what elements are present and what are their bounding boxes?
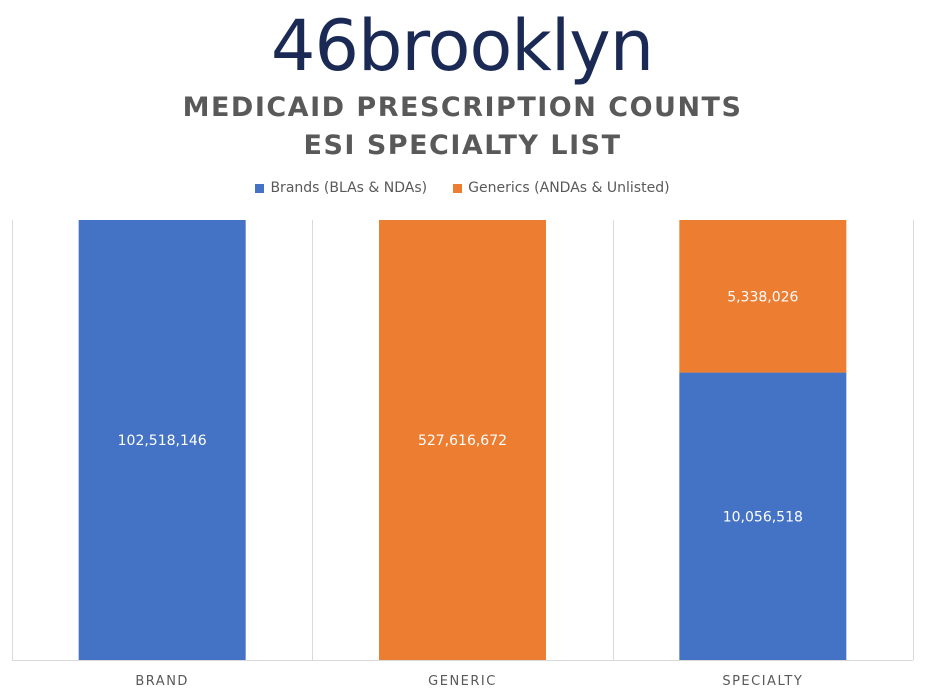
- data-label-generic-generics: 527,616,672: [418, 433, 507, 449]
- legend-swatch-generics: [453, 183, 463, 193]
- chart-title-line-2: ESI SPECIALTY LIST: [303, 130, 622, 161]
- logo-text: 46brooklyn: [271, 5, 653, 87]
- x-tick-label-brand: BRAND: [135, 674, 189, 689]
- legend-item-generics: Generics (ANDAs & Unlisted): [453, 180, 670, 196]
- x-tick-label-generic: GENERIC: [428, 674, 497, 689]
- bar-specialty-generics: [679, 220, 847, 373]
- data-label-specialty-brands: 10,056,518: [723, 509, 803, 525]
- chart-title-line-1: MEDICAID PRESCRIPTION COUNTS: [182, 92, 743, 123]
- x-tick-label-specialty: SPECIALTY: [722, 674, 803, 689]
- data-label-specialty-generics: 5,338,026: [727, 289, 798, 305]
- brand-logo-graphic: 46brooklyn: [271, 5, 654, 87]
- legend-label-brands: Brands (BLAs & NDAs): [270, 180, 428, 196]
- bar-generic-generics: [379, 220, 546, 660]
- legend-item-brands: Brands (BLAs & NDAs): [255, 180, 427, 196]
- data-label-brand-brands: 102,518,146: [118, 433, 207, 449]
- bar-specialty-brands: [679, 372, 847, 660]
- bar-brand-brands: [78, 220, 246, 660]
- legend-swatch-brands: [255, 183, 265, 193]
- chart-legend: Brands (BLAs & NDAs) Generics (ANDAs & U…: [0, 180, 925, 196]
- legend-label-generics: Generics (ANDAs & Unlisted): [468, 180, 670, 196]
